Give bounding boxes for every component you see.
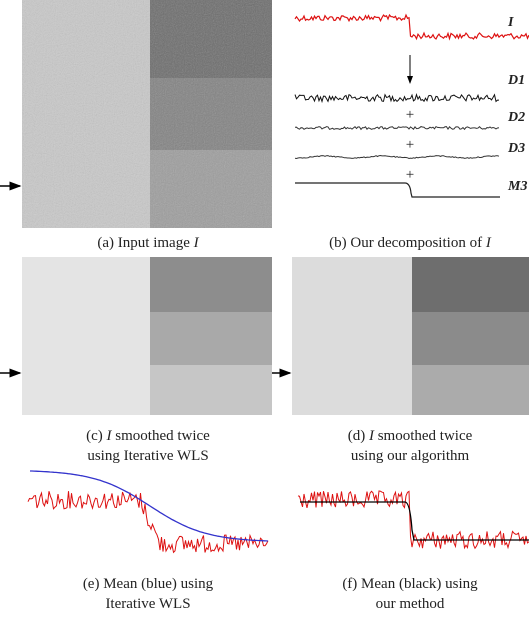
caption-c-line2: using Iterative WLS	[87, 448, 208, 464]
caption-text: (a) Input image	[97, 235, 190, 251]
mean-plots	[27, 470, 529, 554]
caption-e: Iterative WLS	[105, 596, 190, 612]
plus: +	[406, 167, 414, 183]
signal-input	[294, 13, 529, 41]
caption-c: (c) I smoothed twice	[86, 428, 210, 444]
signal-detail	[294, 125, 500, 131]
caption-text: smoothed twice	[115, 428, 210, 444]
signal-mean	[295, 182, 500, 198]
caption-f: our method	[376, 596, 445, 612]
caption-symbol: I	[106, 428, 113, 444]
signal-label: I	[507, 15, 514, 30]
caption-e: (e) Mean (blue) using	[83, 576, 214, 592]
image-c	[22, 257, 272, 415]
mean-black	[300, 501, 529, 541]
caption-text: (c)	[86, 428, 103, 444]
caption-text: (d)	[348, 428, 366, 444]
caption-symbol: I	[193, 235, 200, 251]
signal-label: M3	[507, 179, 527, 194]
decomposition-signals	[294, 13, 529, 198]
caption-d-line2: using our algorithm	[351, 448, 470, 464]
caption-d: (d) I smoothed twice	[348, 428, 473, 444]
image-d	[292, 257, 529, 415]
signal-label: D2	[507, 110, 525, 125]
caption-b: (b) Our decomposition of I	[329, 235, 492, 251]
caption-f: (f) Mean (black) using	[342, 576, 478, 592]
signal-label: D1	[507, 73, 525, 88]
plus: +	[406, 137, 414, 153]
signal-label: D3	[507, 141, 525, 156]
mean-blue	[30, 470, 269, 542]
plus: +	[406, 107, 414, 123]
caption-text: smoothed twice	[378, 428, 473, 444]
signal-noisy	[27, 491, 269, 554]
caption-symbol: I	[485, 235, 492, 251]
caption-text: (b) Our decomposition of	[329, 235, 482, 251]
signal-detail	[294, 93, 499, 104]
caption-symbol: I	[368, 428, 375, 444]
signal-detail	[294, 154, 500, 160]
caption-a: (a) Input image I	[97, 235, 199, 251]
image-a	[22, 0, 272, 228]
